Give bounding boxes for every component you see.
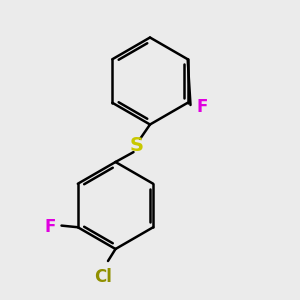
Text: Cl: Cl — [94, 268, 112, 286]
Text: F: F — [44, 218, 56, 236]
Text: S: S — [130, 136, 143, 155]
Text: F: F — [196, 98, 208, 116]
